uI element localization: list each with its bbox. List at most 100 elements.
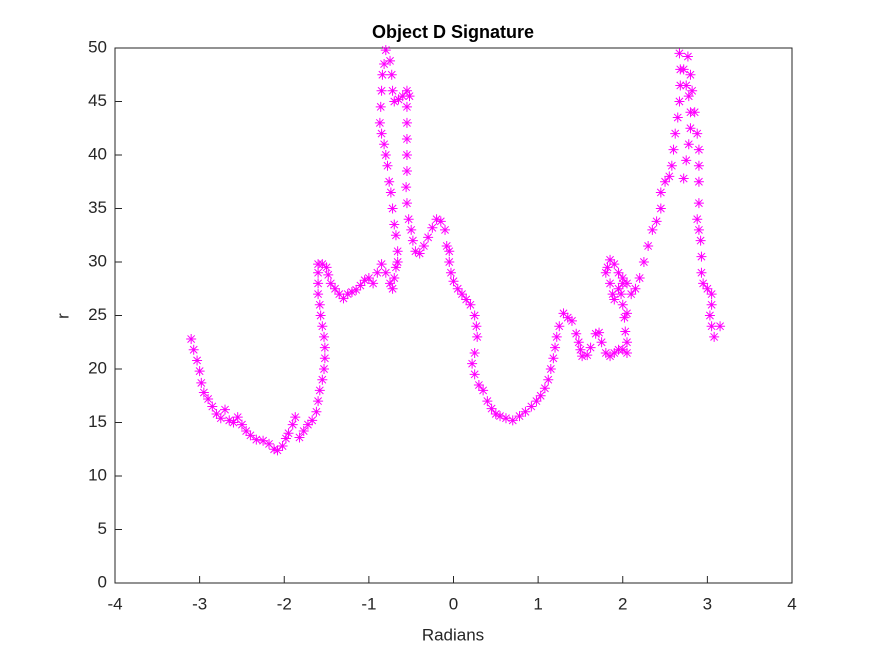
y-tick-label: 20 bbox=[88, 358, 107, 377]
data-point bbox=[551, 331, 562, 342]
x-tick-label: 2 bbox=[618, 594, 627, 613]
data-point bbox=[319, 364, 330, 374]
data-point bbox=[376, 128, 387, 139]
data-point bbox=[706, 321, 717, 332]
data-point bbox=[693, 224, 704, 235]
data-point bbox=[418, 240, 429, 251]
data-point bbox=[674, 96, 685, 107]
data-point bbox=[621, 308, 632, 319]
y-tick-label: 40 bbox=[88, 144, 107, 163]
data-point bbox=[375, 101, 386, 112]
data-point bbox=[401, 85, 412, 96]
data-point bbox=[486, 403, 497, 414]
data-point bbox=[287, 419, 298, 430]
y-tick-label: 50 bbox=[88, 37, 107, 56]
data-point bbox=[401, 166, 412, 177]
data-point bbox=[372, 267, 383, 278]
data-point bbox=[626, 289, 637, 300]
y-tick-label: 0 bbox=[98, 572, 107, 591]
data-point bbox=[188, 344, 199, 355]
data-point bbox=[681, 155, 692, 166]
data-point bbox=[695, 235, 706, 246]
data-point bbox=[313, 289, 324, 300]
data-point bbox=[379, 139, 390, 150]
data-point bbox=[674, 48, 685, 59]
data-point bbox=[675, 80, 686, 91]
y-tick-label: 15 bbox=[88, 412, 107, 431]
data-point bbox=[368, 278, 379, 289]
data-point bbox=[389, 273, 400, 284]
data-point bbox=[203, 393, 214, 404]
data-point bbox=[407, 235, 418, 246]
data-point bbox=[264, 438, 275, 449]
data-point bbox=[706, 299, 717, 310]
data-point bbox=[531, 396, 542, 407]
data-point bbox=[670, 128, 681, 139]
chart-title: Object D Signature bbox=[372, 22, 534, 42]
data-point bbox=[401, 101, 412, 112]
data-point bbox=[634, 273, 645, 284]
data-point bbox=[681, 80, 692, 91]
data-point bbox=[220, 404, 231, 415]
data-point bbox=[298, 426, 309, 437]
data-point bbox=[609, 259, 620, 270]
data-point bbox=[445, 267, 456, 278]
data-point bbox=[414, 248, 425, 259]
data-point bbox=[277, 441, 288, 452]
data-point bbox=[520, 406, 531, 417]
x-tick-label: 0 bbox=[449, 594, 458, 613]
data-point bbox=[472, 331, 483, 342]
data-point bbox=[401, 182, 412, 193]
data-point bbox=[392, 246, 403, 257]
data-point bbox=[664, 171, 675, 182]
data-point bbox=[224, 415, 235, 426]
data-point bbox=[689, 107, 700, 118]
x-tick-label: -3 bbox=[192, 594, 207, 613]
data-point bbox=[323, 269, 334, 280]
data-point bbox=[693, 198, 704, 209]
data-point bbox=[571, 328, 582, 339]
data-point bbox=[401, 117, 412, 128]
data-point bbox=[596, 337, 607, 348]
data-point bbox=[685, 123, 696, 134]
data-point bbox=[317, 374, 328, 385]
data-point bbox=[548, 353, 559, 364]
data-point bbox=[605, 351, 616, 362]
data-point bbox=[215, 413, 226, 424]
data-point bbox=[379, 59, 390, 70]
data-point bbox=[545, 364, 556, 374]
data-point bbox=[507, 415, 518, 426]
data-point bbox=[696, 267, 707, 278]
data-point bbox=[613, 267, 624, 278]
data-point bbox=[539, 383, 550, 394]
data-point bbox=[294, 432, 305, 443]
data-point bbox=[469, 347, 480, 358]
data-point bbox=[685, 69, 696, 80]
data-point bbox=[376, 259, 387, 270]
data-point bbox=[342, 289, 353, 300]
data-point bbox=[678, 173, 689, 184]
data-point bbox=[385, 278, 396, 289]
data-point bbox=[607, 289, 618, 300]
data-point bbox=[575, 344, 586, 355]
data-point bbox=[321, 262, 332, 273]
data-point bbox=[423, 232, 434, 243]
data-point bbox=[307, 415, 318, 426]
data-point bbox=[693, 144, 704, 155]
data-point bbox=[715, 321, 726, 332]
data-point bbox=[683, 139, 694, 150]
data-point bbox=[448, 276, 459, 287]
data-point bbox=[258, 435, 269, 446]
data-point bbox=[314, 299, 325, 310]
data-point bbox=[469, 310, 480, 321]
data-point bbox=[621, 337, 632, 348]
data-point bbox=[283, 428, 294, 439]
data-point bbox=[211, 408, 222, 419]
data-point bbox=[704, 310, 715, 321]
data-point bbox=[482, 396, 493, 407]
x-tick-label: -2 bbox=[277, 594, 292, 613]
data-point bbox=[387, 85, 398, 96]
data-point bbox=[495, 411, 506, 422]
data-point bbox=[427, 222, 438, 233]
data-point bbox=[600, 267, 611, 278]
